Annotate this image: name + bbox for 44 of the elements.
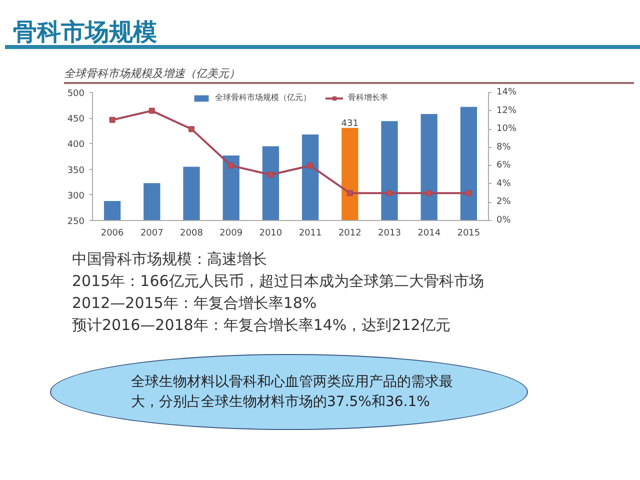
point <box>307 162 314 169</box>
y-tick-label: 500 <box>67 89 85 99</box>
x-tick-label: 2009 <box>220 228 243 238</box>
text: 预计2016—2018年：年复合增长率14%，达到212亿元 <box>72 315 452 336</box>
x-tick-label: 2010 <box>259 228 282 238</box>
x-tick-label: 2013 <box>378 228 401 238</box>
y-tick-label: 350 <box>67 166 85 176</box>
y-tick-label: 400 <box>67 140 85 150</box>
x-tick-label: 2007 <box>140 228 164 238</box>
legend-label: 全球骨科市场规模（亿元） <box>215 92 311 103</box>
x-tick-label: 2008 <box>180 228 204 238</box>
text: 2015年：166亿元人民币，超过日本成为全球第二大骨科市场 <box>72 271 484 292</box>
point <box>109 116 116 123</box>
y2-tick-label: 14% <box>496 88 517 98</box>
x-tick-label: 2011 <box>298 228 322 238</box>
y2-tick-label: 0% <box>496 216 512 226</box>
y2-tick-label: 8% <box>496 142 512 152</box>
point <box>346 190 353 196</box>
point <box>268 172 274 178</box>
y2-tick-label: 12% <box>496 106 517 116</box>
y2-tick-label: 4% <box>496 178 512 189</box>
text: 2012—2015年：年复合增长率18% <box>72 293 318 314</box>
point <box>426 190 432 196</box>
y-tick-label: 250 <box>67 217 85 227</box>
point <box>228 162 234 169</box>
x-tick-label: 2006 <box>100 228 124 238</box>
text: 中国骨科市场规模：高速增长 <box>72 249 268 270</box>
point <box>188 126 194 132</box>
y2-tick-label: 6% <box>496 160 512 171</box>
text: 全球生物材料以骨科和心血管两类应用产品的需求最大，分别占全球生物材料市场的37.5%和36.1% <box>131 373 454 412</box>
point <box>466 190 472 196</box>
y2-tick-label: 2% <box>496 197 512 208</box>
x-tick-label: 2015 <box>457 228 480 238</box>
y-tick-label: 300 <box>67 191 85 202</box>
y-tick-label: 450 <box>67 114 85 125</box>
x-tick-label: 2012 <box>338 228 362 238</box>
point <box>148 108 155 114</box>
legend-label: 骨科增长率 <box>348 92 388 103</box>
data-label: 431 <box>341 118 358 129</box>
chart-subtitle: 全球骨科市场规模及增速（亿美元） <box>64 66 240 82</box>
point <box>386 190 392 196</box>
x-tick-label: 2014 <box>418 228 441 238</box>
chart-title: 骨科市场规模 <box>13 18 157 46</box>
y2-tick-label: 10% <box>496 124 517 134</box>
